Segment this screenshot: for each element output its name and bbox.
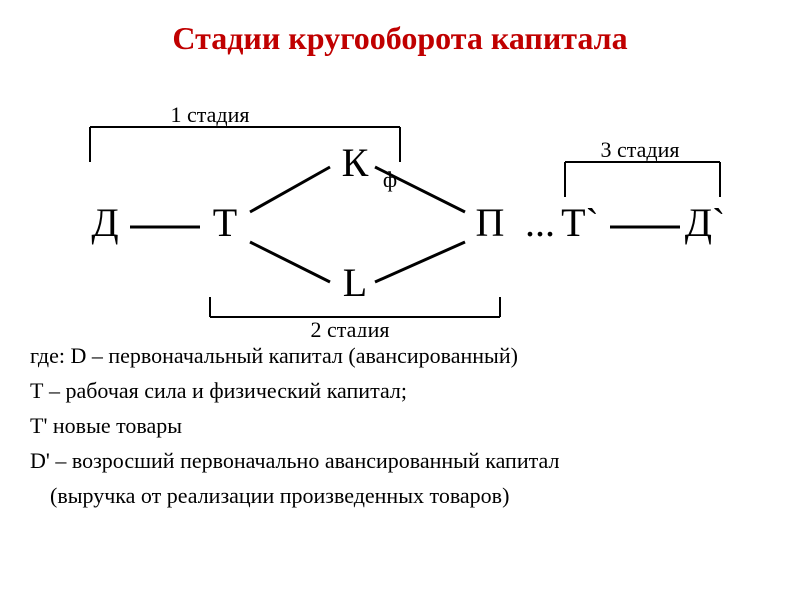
svg-text:Д`: Д` [685, 200, 726, 245]
svg-text:Т: Т [213, 200, 237, 245]
svg-text:Т`: Т` [561, 200, 599, 245]
svg-text:3 стадия: 3 стадия [601, 137, 680, 162]
svg-text:П: П [476, 200, 505, 245]
legend-line-3: T' новые товары [30, 409, 770, 442]
legend-line-2: Т – рабочая сила и физический капитал; [30, 374, 770, 407]
svg-text:2 стадия: 2 стадия [311, 317, 390, 337]
legend-line-4: D' – возросший первоначально авансирован… [30, 444, 770, 477]
legend-block: где: D – первоначальный капитал (авансир… [0, 339, 800, 512]
svg-text:L: L [343, 260, 367, 305]
svg-text:...: ... [525, 200, 555, 245]
diagram-container: ДТКфLП...Т`Д`1 стадия2 стадия3 стадия [0, 57, 800, 337]
page-title: Стадии кругооборота капитала [0, 0, 800, 57]
legend-line-1: где: D – первоначальный капитал (авансир… [30, 339, 770, 372]
svg-text:1 стадия: 1 стадия [171, 102, 250, 127]
capital-cycle-diagram: ДТКфLП...Т`Д`1 стадия2 стадия3 стадия [0, 57, 800, 337]
legend-line-5: (выручка от реализации произведенных тов… [30, 479, 770, 512]
svg-text:Д: Д [91, 200, 118, 245]
svg-text:К: К [342, 140, 369, 185]
